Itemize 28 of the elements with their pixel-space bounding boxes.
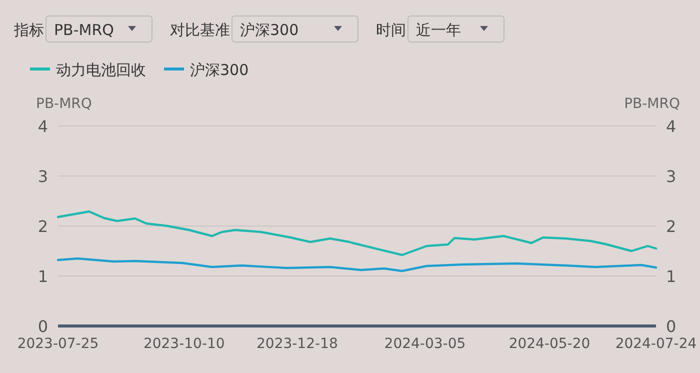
text: 时间: [376, 21, 406, 39]
line-series: [56, 257, 658, 272]
y2-axis-title: PB-MRQ: [624, 96, 680, 112]
x-tick-label: 2023-10-10: [143, 336, 225, 352]
text: 对比基准: [170, 21, 230, 39]
dropdown-field: 近一年: [408, 16, 504, 42]
y2-tick-label: 1: [666, 267, 676, 286]
y-tick-label: 1: [38, 267, 48, 286]
x-tick-label: 2024-07-24: [615, 336, 697, 352]
x-tick-label: 2023-12-18: [256, 336, 338, 352]
y2-tick-label: 3: [666, 167, 676, 186]
y-tick-label: 4: [38, 117, 48, 136]
dropdown-field: PB-MRQ: [46, 16, 152, 42]
y2-tick-label: 0: [666, 317, 676, 336]
y-tick-label: 0: [38, 317, 48, 336]
legend-label: 动力电池回收: [56, 61, 146, 79]
y2-tick-label: 4: [666, 117, 676, 136]
dropdown-field: 沪深300: [232, 16, 358, 42]
legend-label: 沪深300: [190, 61, 249, 79]
y-tick-label: 2: [38, 217, 48, 236]
text: 指标: [13, 21, 44, 39]
line-series: [56, 210, 658, 256]
x-tick-label: 2024-05-20: [508, 336, 590, 352]
y2-tick-label: 2: [666, 217, 676, 236]
x-tick-label: 2024-03-05: [384, 336, 466, 352]
x-tick-label: 2023-07-25: [17, 336, 99, 352]
y-axis-title: PB-MRQ: [36, 96, 92, 112]
y-tick-label: 3: [38, 167, 48, 186]
